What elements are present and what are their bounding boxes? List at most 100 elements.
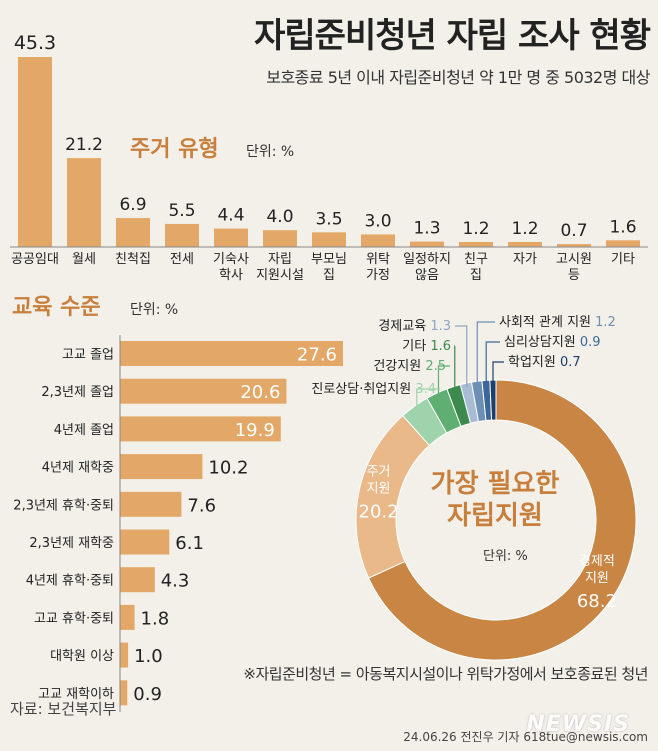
housing-unit: 단위: %	[246, 144, 294, 160]
footnote: ※자립준비청년 = 아동복지시설이나 위탁가정에서 보호종료된 청년	[243, 665, 648, 683]
housing-value-label: 1.2	[462, 219, 489, 239]
donut-slice-label: 주거	[367, 464, 391, 479]
housing-value-label: 4.4	[217, 206, 244, 226]
housing-bar	[67, 158, 101, 247]
education-value-label: 0.9	[133, 684, 162, 705]
education-bar	[120, 567, 155, 593]
housing-category-label: 않음	[415, 268, 439, 283]
education-value-label: 27.6	[297, 345, 337, 366]
housing-bar	[263, 230, 297, 247]
housing-value-label: 21.2	[65, 135, 103, 155]
donut-callout-label: 진로상담·취업지원 3.4	[311, 382, 436, 397]
housing-category-label: 학사	[219, 268, 243, 283]
donut-callout-line	[476, 321, 495, 386]
housing-bar	[18, 57, 52, 247]
housing-category-label: 전세	[170, 252, 194, 267]
housing-bar	[361, 234, 395, 247]
housing-value-label: 1.3	[413, 219, 440, 239]
byline: 24.06.26 전진우 기자 618tue@newsis.com	[403, 730, 648, 744]
donut-callout-label: 기타 1.6	[402, 339, 451, 354]
housing-category-label: 집	[323, 268, 335, 283]
housing-value-label: 6.9	[119, 195, 146, 215]
education-bar	[120, 416, 281, 442]
donut-unit: 단위: %	[483, 549, 528, 564]
donut-callout-line	[485, 341, 500, 385]
housing-value-label: 1.2	[511, 219, 538, 239]
donut-callout-line	[416, 388, 440, 410]
education-category-label: 2,3년제 재학중	[29, 536, 114, 551]
donut-value-label: 20.2	[359, 501, 399, 522]
housing-category-label: 월세	[72, 252, 96, 267]
housing-bar	[214, 228, 248, 247]
housing-bar	[116, 218, 150, 247]
donut-callout-label: 사회적 관계 지원 1.2	[499, 315, 616, 330]
donut-slice	[367, 379, 637, 661]
education-category-label: 2,3년제 휴학·중퇴	[13, 498, 114, 513]
education-category-label: 고교 휴학·중퇴	[34, 611, 114, 626]
page-title: 자립준비청년 자립 조사 현황	[254, 16, 651, 56]
housing-bar	[410, 241, 444, 247]
housing-category-label: 친구	[464, 252, 488, 267]
donut-callout-label: 학업지원 0.7	[508, 355, 581, 370]
housing-category-label: 가정	[366, 268, 390, 283]
donut-callout-label: 경제교육 1.3	[378, 319, 451, 334]
education-value-label: 7.6	[187, 495, 216, 516]
education-unit: 단위: %	[130, 302, 178, 318]
housing-category-label: 부모님	[311, 252, 347, 267]
education-bar	[120, 529, 170, 555]
education-title: 교육 수준	[12, 295, 101, 320]
housing-value-label: 0.7	[560, 221, 587, 241]
education-bar	[120, 642, 129, 668]
education-category-label: 고교 재학이하	[38, 687, 114, 702]
housing-category-label: 기타	[611, 252, 635, 267]
housing-bar	[459, 241, 493, 247]
housing-category-label: 친척집	[115, 252, 151, 267]
education-category-label: 4년제 졸업	[54, 423, 114, 438]
donut-slice-label: 경제적	[579, 554, 615, 569]
housing-bar	[606, 240, 640, 247]
education-category-label: 대학원 이상	[50, 649, 114, 664]
housing-bar	[312, 232, 346, 247]
education-value-label: 4.3	[161, 571, 190, 592]
housing-category-label: 기숙사	[213, 252, 249, 267]
donut-callout-line	[492, 361, 504, 385]
donut-center-title: 가장 필요한 자립지원	[430, 469, 560, 531]
education-value-label: 20.6	[240, 382, 280, 403]
housing-title: 주거 유형	[130, 137, 219, 162]
donut-slice-label: 지원	[585, 571, 609, 586]
education-bar	[120, 454, 203, 480]
housing-bar	[557, 244, 591, 247]
donut-callout-label: 건강지원 2.5	[373, 359, 446, 374]
education-value-label: 1.8	[141, 608, 170, 629]
housing-category-label: 지원시설	[256, 268, 304, 283]
education-bar	[120, 604, 135, 630]
housing-value-label: 3.5	[315, 209, 342, 229]
housing-category-label: 공공임대	[11, 252, 59, 267]
education-bar	[120, 341, 343, 366]
housing-category-label: 일정하지	[403, 252, 451, 267]
donut-callout-line	[437, 365, 450, 397]
housing-category-label: 위탁	[366, 252, 390, 267]
housing-value-label: 4.0	[266, 207, 293, 227]
education-category-label: 2,3년제 졸업	[41, 385, 114, 400]
housing-value-label: 3.0	[364, 211, 391, 231]
education-bar	[120, 680, 128, 706]
housing-bar	[508, 241, 542, 247]
education-bar	[120, 491, 182, 517]
donut-value-label: 68.2	[577, 591, 617, 612]
education-value-label: 10.2	[208, 458, 248, 479]
housing-category-label: 자립	[268, 252, 292, 267]
education-category-label: 4년제 휴학·중퇴	[26, 574, 114, 589]
education-bar	[120, 378, 287, 404]
donut-callout-label: 심리상담지원 0.9	[504, 335, 601, 350]
housing-category-label: 고시원	[556, 252, 592, 267]
donut-slice-label: 지원	[367, 481, 391, 496]
housing-value-label: 1.6	[609, 217, 636, 237]
education-value-label: 6.1	[175, 533, 204, 554]
education-value-label: 19.9	[235, 420, 275, 441]
subtitle: 보호종료 5년 이내 자립준비청년 약 1만 명 중 5032명 대상	[266, 68, 650, 87]
housing-bar	[165, 223, 199, 247]
